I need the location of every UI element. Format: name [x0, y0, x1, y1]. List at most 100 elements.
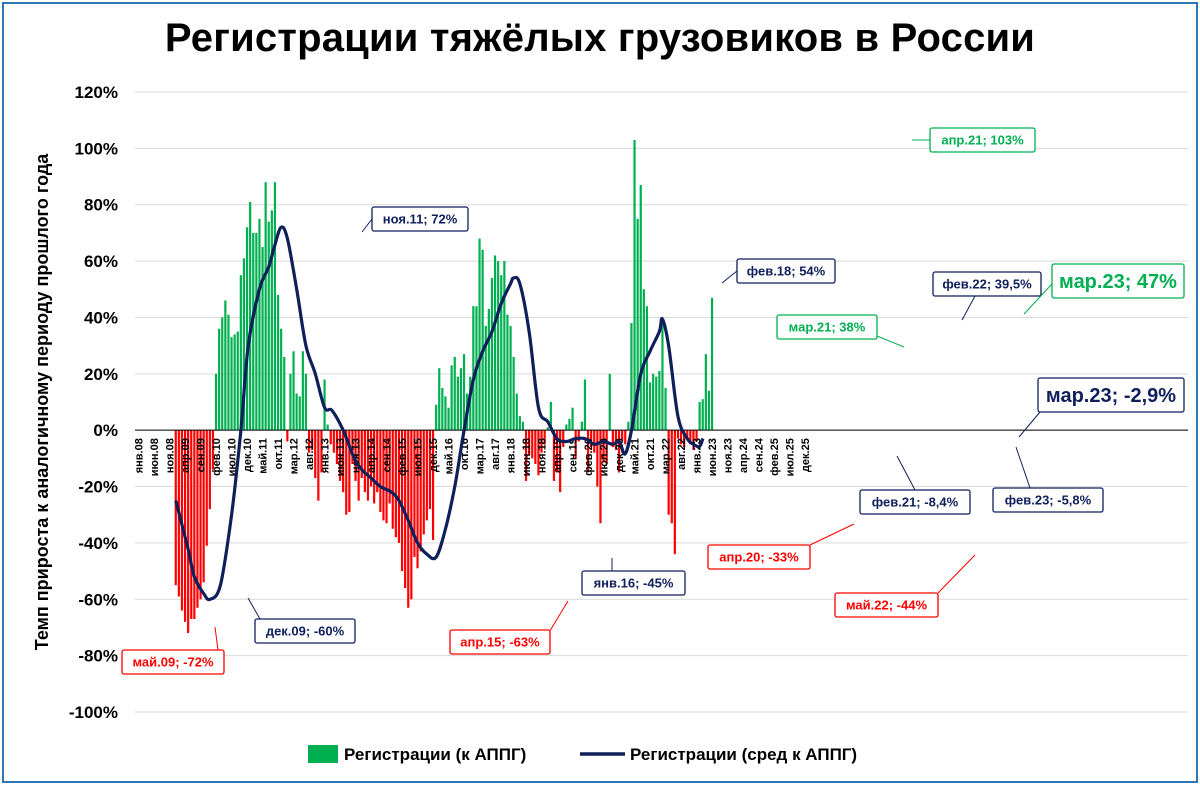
x-tick-label: сен.09: [196, 438, 208, 472]
bar: [205, 430, 208, 546]
y-tick-label: -60%: [78, 590, 118, 609]
bar: [221, 317, 224, 431]
annotation-label: фев.18; 54%: [747, 264, 826, 279]
bar: [338, 430, 342, 481]
bar: [552, 430, 556, 481]
bar: [648, 382, 652, 431]
bar: [425, 430, 428, 521]
legend-line-label: Регистрации (сред к АППГ): [630, 745, 857, 764]
bar: [236, 331, 239, 431]
bar: [528, 430, 531, 456]
annotation-box: [859, 489, 971, 515]
bar: [435, 404, 438, 431]
bar: [614, 430, 618, 450]
x-tick-label: июн.23: [707, 438, 719, 476]
x-tick-label: июл.20: [599, 438, 611, 476]
annotation-label: мар.21; 38%: [789, 320, 866, 335]
legend-bar-label: Регистрации (к АППГ): [344, 745, 526, 764]
bar: [540, 430, 543, 453]
bar: [369, 430, 373, 487]
annotation-label: май.09; -72%: [132, 655, 213, 670]
bar: [345, 430, 348, 515]
annotation-label: мар.23; 47%: [1059, 271, 1177, 293]
annotation-leader: [961, 295, 976, 321]
bar: [683, 430, 686, 448]
bar: [521, 421, 525, 431]
x-tick-label: мар.17: [475, 438, 487, 474]
y-tick-label: -20%: [78, 478, 118, 497]
bar: [413, 430, 416, 557]
x-tick-label: май.16: [444, 438, 456, 474]
annotation-label: май.22; -44%: [846, 598, 927, 613]
chart-title: Регистрации тяжёлых грузовиков в России: [164, 16, 1036, 60]
bar: [270, 210, 273, 431]
bar: [450, 365, 453, 431]
bar: [679, 430, 683, 445]
bar: [655, 376, 658, 431]
bar: [317, 430, 320, 501]
bar: [422, 430, 425, 535]
bar: [695, 430, 698, 442]
x-tick-label: мар.22: [661, 438, 673, 474]
bar: [351, 430, 354, 464]
bar: [376, 430, 379, 493]
bar: [621, 430, 624, 442]
bar: [497, 261, 500, 431]
x-tick-label: июн.08: [149, 438, 161, 476]
bar: [280, 328, 283, 431]
bar: [586, 430, 590, 473]
annotation-box: [581, 570, 686, 596]
bar: [444, 396, 447, 431]
annotation-label: мар.23; -2,9%: [1046, 385, 1176, 407]
x-tick-label: мар.12: [289, 438, 301, 474]
bar: [286, 430, 289, 442]
bar: [366, 430, 370, 501]
bar: [590, 430, 593, 448]
bar: [320, 430, 323, 473]
bar: [481, 249, 484, 431]
bar: [196, 430, 199, 608]
y-tick-label: 60%: [84, 252, 118, 271]
bar: [639, 185, 642, 431]
bar: [273, 182, 277, 431]
bar: [447, 407, 450, 431]
bar: [658, 371, 661, 431]
bar: [326, 424, 329, 431]
annotation-box: [1037, 377, 1185, 413]
bar: [174, 430, 177, 586]
annotation-leader: [809, 523, 855, 546]
bar: [283, 356, 286, 431]
legend-bar-swatch: [308, 745, 338, 763]
bar: [264, 182, 267, 431]
annotation-label: ноя.11; 72%: [383, 212, 458, 227]
x-tick-label: апр.19: [552, 438, 564, 473]
bar: [459, 368, 463, 431]
bar: [478, 238, 481, 431]
bar: [190, 430, 193, 619]
x-tick-label: сен.24: [754, 437, 766, 472]
bar: [199, 430, 202, 600]
bar: [484, 325, 487, 431]
bar: [373, 430, 376, 504]
bar: [624, 430, 627, 445]
annotation-leader: [1023, 283, 1053, 315]
bar: [311, 430, 314, 450]
x-tick-label: фев.20: [583, 438, 595, 476]
annotation-box: [992, 487, 1104, 513]
bar: [441, 387, 444, 431]
bar: [202, 430, 205, 583]
bar: [193, 430, 196, 619]
bar: [503, 261, 506, 431]
bar: [397, 430, 401, 543]
bar: [183, 430, 187, 622]
bar: [242, 258, 246, 431]
bar: [391, 430, 394, 529]
bar: [537, 430, 540, 476]
bar: [549, 402, 552, 431]
x-tick-label: янв.13: [320, 438, 332, 473]
annotation-label: апр.21; 103%: [941, 133, 1024, 148]
bar: [295, 393, 298, 431]
bar: [342, 430, 345, 493]
x-tick-label: сен.14: [382, 437, 394, 472]
bar: [379, 430, 382, 512]
